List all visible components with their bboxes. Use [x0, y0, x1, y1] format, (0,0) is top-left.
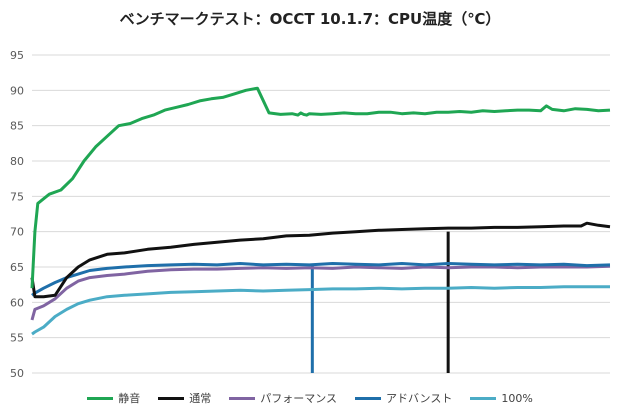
series-line-5 [31, 285, 610, 336]
legend: 静音 通常 パフォーマンス アドバンスト 100% [0, 390, 620, 406]
legend-label: アドバンスト [385, 392, 453, 405]
series-layer [30, 86, 611, 336]
y-tick-label: 75 [10, 190, 24, 203]
legend-swatch [354, 396, 381, 400]
series-line-1 [30, 86, 611, 289]
y-tick-label: 70 [10, 226, 24, 239]
y-tick-label: 60 [10, 296, 24, 309]
legend-item: 通常 [158, 390, 211, 406]
legend-swatch [229, 396, 256, 400]
legend-swatch [87, 396, 114, 400]
y-tick-label: 50 [10, 367, 24, 380]
y-tick-label: 80 [10, 155, 24, 168]
legend-label: 静音 [118, 392, 141, 405]
legend-swatch [158, 396, 185, 400]
legend-item: 100% [470, 391, 533, 405]
y-tick-label: 90 [10, 84, 24, 97]
series-line-4 [31, 262, 611, 297]
legend-item: アドバンスト [354, 390, 453, 406]
y-axis-ticks: 50 55 60 65 70 75 80 85 90 95 [10, 49, 24, 380]
series-line-3 [30, 264, 611, 321]
legend-item: パフォーマンス [229, 390, 337, 406]
chart-title: ベンチマークテスト：OCCT 10.1.7：CPU温度（℃） [119, 10, 501, 28]
y-tick-label: 85 [10, 120, 24, 133]
legend-label: 100% [501, 391, 533, 405]
legend-label: パフォーマンス [260, 392, 337, 405]
y-tick-label: 95 [10, 49, 24, 62]
grid-layer [32, 54, 610, 374]
y-tick-label: 65 [10, 261, 24, 274]
legend-label: 通常 [189, 392, 212, 405]
y-tick-label: 55 [10, 332, 24, 345]
reference-lines-layer [310, 231, 450, 373]
legend-swatch [470, 396, 497, 400]
legend-item: 静音 [87, 390, 140, 406]
series-line-2 [30, 221, 611, 299]
